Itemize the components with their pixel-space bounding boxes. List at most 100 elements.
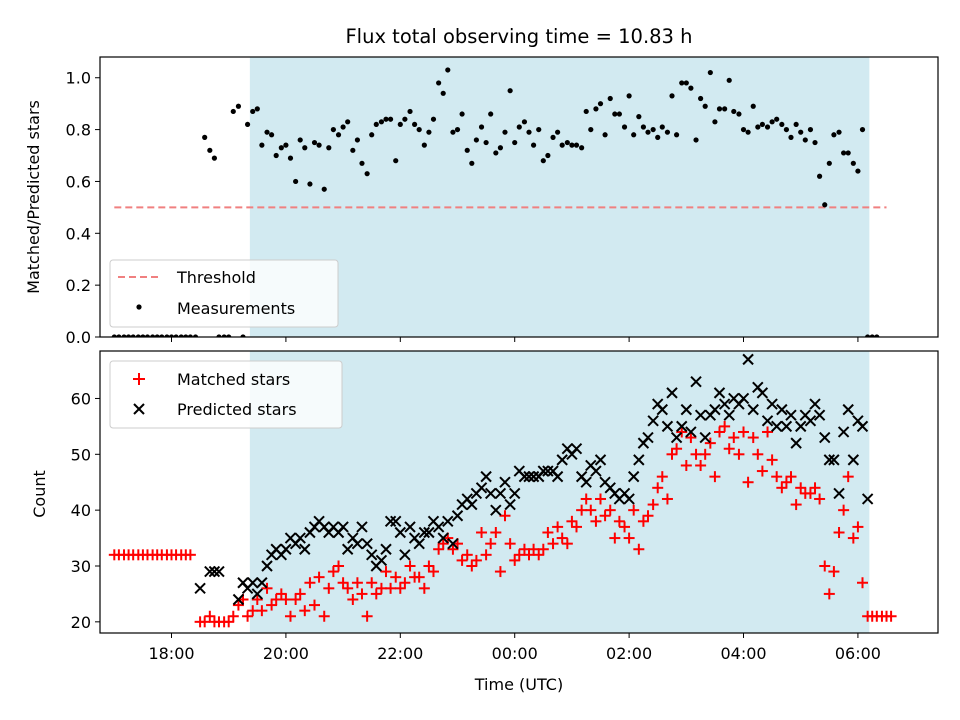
predicted-star-stroke-b — [594, 454, 607, 466]
matched-star-point — [256, 605, 268, 617]
predicted-star-point — [709, 403, 721, 416]
legend-matched-label: Matched stars — [177, 370, 290, 389]
matched-star-point — [604, 504, 616, 516]
measurement-point — [769, 119, 775, 125]
predicted-star-point — [384, 515, 397, 528]
predicted-star-point — [256, 577, 268, 589]
matched-star-point — [456, 554, 468, 566]
measurement-point — [841, 150, 847, 156]
measurement-point — [831, 132, 837, 138]
measurement-point — [493, 150, 499, 156]
matched-star-point — [609, 532, 621, 544]
measurement-point — [683, 80, 689, 86]
matched-star-point — [476, 526, 488, 538]
matched-star-point — [184, 549, 196, 561]
matched-star-point — [499, 510, 511, 522]
predicted-star-stroke-b — [699, 431, 711, 444]
measurement-point — [226, 334, 232, 337]
matched-star-point — [366, 577, 378, 589]
matched-star-point — [299, 605, 311, 617]
measurement-point — [264, 129, 270, 135]
predicted-star-stroke-b — [642, 431, 654, 444]
measurement-point — [369, 132, 375, 138]
predicted-star-stroke-b — [270, 543, 282, 555]
predicted-star-stroke-b — [609, 487, 621, 500]
measurement-point — [121, 334, 127, 337]
predicted-star-stroke-b — [404, 521, 416, 533]
predicted-star-stroke-b — [618, 487, 631, 500]
measurement-point — [159, 334, 165, 337]
legend-measurements-label: Measurements — [177, 299, 295, 318]
predicted-star-stroke-b — [737, 392, 750, 405]
measurement-point — [450, 129, 456, 135]
measurement-point — [673, 132, 680, 138]
ratio-y-tick-label: 0.2 — [66, 276, 91, 295]
measurement-point — [416, 126, 422, 133]
predicted-star-stroke-b — [780, 420, 793, 433]
measurement-point — [716, 106, 723, 112]
measurement-point — [497, 145, 504, 151]
measurement-point — [731, 108, 737, 115]
legend-predicted-swatch — [133, 403, 145, 415]
measurement-point — [230, 108, 236, 115]
predicted-star-stroke-b — [813, 409, 826, 421]
matched-star-point — [561, 538, 573, 550]
measurement-point — [144, 334, 151, 337]
measurement-point — [393, 158, 399, 164]
predicted-star-stroke-b — [318, 521, 330, 533]
predicted-star-point — [523, 470, 535, 483]
measurement-point — [335, 132, 342, 138]
measurement-point — [211, 155, 218, 161]
predicted-star-stroke-b — [256, 577, 268, 589]
predicted-star-point — [623, 493, 635, 505]
predicted-star-point — [432, 521, 445, 533]
predicted-star-point — [570, 443, 583, 455]
predicted-star-point — [527, 470, 540, 483]
predicted-star-stroke-b — [785, 409, 797, 421]
count-y-tick-label: 60 — [71, 389, 91, 408]
count-y-tick-label: 20 — [71, 613, 91, 632]
predicted-star-point — [232, 593, 245, 606]
measurement-point — [150, 334, 156, 337]
matched-star-point — [275, 588, 287, 600]
predicted-star-stroke-b — [423, 526, 435, 539]
predicted-star-stroke-b — [647, 415, 659, 427]
measurement-point — [407, 108, 413, 115]
count-x-tick-label: 20:00 — [263, 644, 309, 663]
matched-star-point — [633, 543, 645, 555]
matched-star-point — [695, 459, 707, 471]
predicted-star-point — [394, 526, 407, 539]
predicted-star-stroke-b — [447, 537, 459, 550]
predicted-star-point — [294, 532, 306, 544]
matched-star-point — [537, 543, 549, 555]
predicted-star-point — [351, 537, 364, 550]
count-y-axis-label: Count — [30, 470, 49, 518]
measurement-point — [655, 134, 661, 140]
matched-star-point — [776, 482, 788, 494]
predicted-star-point — [766, 398, 778, 410]
measurement-point — [545, 152, 551, 159]
matched-star-point — [333, 560, 345, 572]
predicted-star-point — [551, 470, 564, 483]
measurement-point — [693, 137, 699, 143]
measurement-point — [607, 95, 613, 102]
matched-star-point — [661, 493, 673, 505]
measurement-point — [359, 160, 365, 166]
measurement-point — [540, 158, 546, 164]
predicted-star-point — [451, 510, 464, 522]
ratio-y-axis-label: Matched/Predicted stars — [24, 100, 43, 294]
measurement-point — [621, 124, 628, 130]
matched-star-point — [685, 432, 697, 444]
matched-star-point — [513, 549, 525, 561]
matched-star-point — [785, 471, 797, 483]
predicted-star-point — [437, 532, 449, 544]
measurement-point — [740, 126, 747, 133]
matched-star-point — [323, 582, 335, 594]
matched-star-point — [838, 504, 850, 516]
matched-star-point — [738, 426, 750, 438]
matched-star-point — [528, 543, 540, 555]
predicted-star-stroke-b — [685, 426, 697, 438]
matched-star-point — [385, 582, 397, 594]
predicted-star-point — [466, 498, 478, 511]
matched-star-point — [394, 582, 406, 594]
